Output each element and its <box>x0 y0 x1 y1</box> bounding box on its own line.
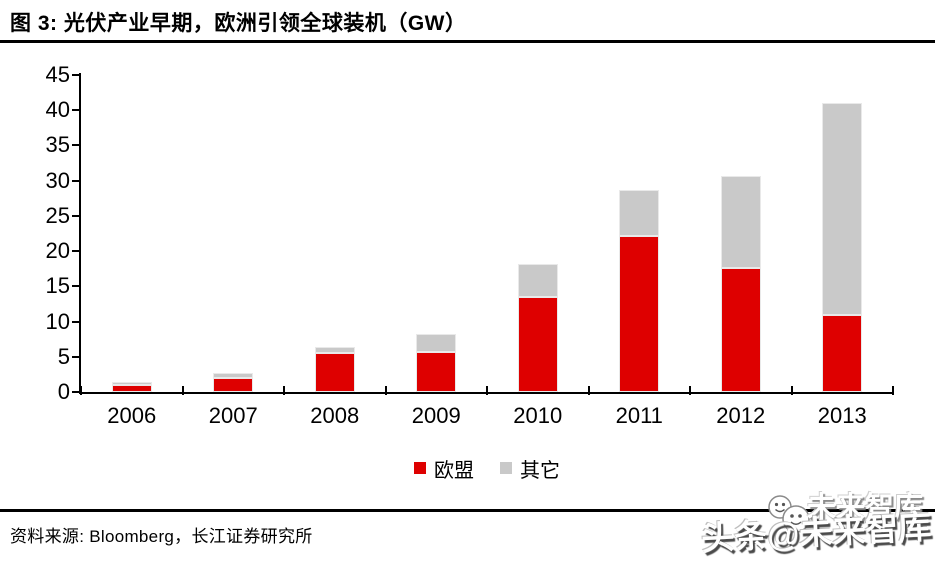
bar-segment-eu-2007 <box>213 377 254 392</box>
y-axis-label: 5 <box>57 343 70 369</box>
legend-swatch-other <box>500 462 512 474</box>
y-axis-label: 40 <box>45 97 70 123</box>
y-axis-label: 30 <box>45 167 70 193</box>
x-axis-tick <box>181 386 184 395</box>
x-axis-label: 2012 <box>716 403 766 428</box>
legend-item-other: 其它 <box>500 454 560 483</box>
y-axis-line <box>79 73 81 394</box>
title-divider <box>0 40 935 43</box>
bar-segment-other-2011 <box>619 189 660 237</box>
x-axis-label: 2010 <box>513 403 563 428</box>
x-axis-tick <box>790 386 793 395</box>
x-axis-label: 2007 <box>208 403 258 428</box>
y-axis-tick <box>72 179 80 182</box>
y-axis-label: 35 <box>45 132 70 158</box>
y-axis-label: 45 <box>45 62 70 87</box>
x-axis-tick <box>384 386 387 395</box>
x-axis-tick <box>587 386 590 395</box>
legend-swatch-eu <box>414 462 426 474</box>
footer-divider <box>0 509 935 512</box>
bar-segment-eu-2010 <box>517 296 558 392</box>
y-axis-label: 0 <box>57 379 70 404</box>
chart-legend: 欧盟 其它 <box>81 454 893 483</box>
bar-segment-eu-2012 <box>720 268 761 392</box>
y-axis-label: 20 <box>45 238 70 264</box>
x-axis-label: 2006 <box>107 403 157 428</box>
figure-title: 图 3: 光伏产业早期，欧洲引领全球装机（GW） <box>10 12 467 35</box>
y-axis-label: 25 <box>45 202 70 228</box>
bar-segment-other-2012 <box>720 176 761 268</box>
y-axis-tick <box>72 355 80 358</box>
bar-segment-other-2008 <box>314 346 355 354</box>
x-axis-tick <box>689 386 691 395</box>
y-axis-tick <box>72 74 80 76</box>
legend-item-eu: 欧盟 <box>414 454 474 483</box>
source-text: 资料来源: Bloomberg，长江证券研究所 <box>10 527 313 546</box>
bar-segment-eu-2006 <box>111 384 152 392</box>
y-axis-tick <box>72 109 80 112</box>
y-axis-tick <box>72 285 80 288</box>
y-axis-label: 15 <box>45 273 70 299</box>
y-axis-tick <box>72 144 80 147</box>
bar-segment-eu-2013 <box>822 315 863 392</box>
bar-segment-other-2013 <box>822 103 863 316</box>
bar-segment-eu-2008 <box>314 353 355 392</box>
y-axis-tick <box>72 320 80 323</box>
bar-segment-eu-2009 <box>416 351 457 392</box>
x-axis-tick <box>486 386 488 395</box>
x-axis-tick <box>80 386 82 395</box>
legend-label-eu: 欧盟 <box>434 459 474 482</box>
bar-segment-other-2007 <box>213 372 254 378</box>
x-axis-tick <box>892 386 894 395</box>
x-axis-label: 2009 <box>411 403 461 428</box>
bar-segment-eu-2011 <box>619 236 660 392</box>
bar-segment-other-2010 <box>517 264 558 297</box>
y-axis-tick <box>72 250 80 253</box>
x-axis-tick <box>283 386 285 395</box>
x-axis-label: 2008 <box>310 403 360 428</box>
y-axis-tick <box>72 214 80 217</box>
bar-segment-other-2006 <box>111 382 152 385</box>
y-axis-tick <box>72 391 80 393</box>
x-axis-label: 2013 <box>817 403 867 428</box>
x-axis-label: 2011 <box>615 403 663 428</box>
legend-label-other: 其它 <box>520 459 560 482</box>
y-axis-label: 10 <box>45 308 70 334</box>
bar-segment-other-2009 <box>416 334 457 352</box>
